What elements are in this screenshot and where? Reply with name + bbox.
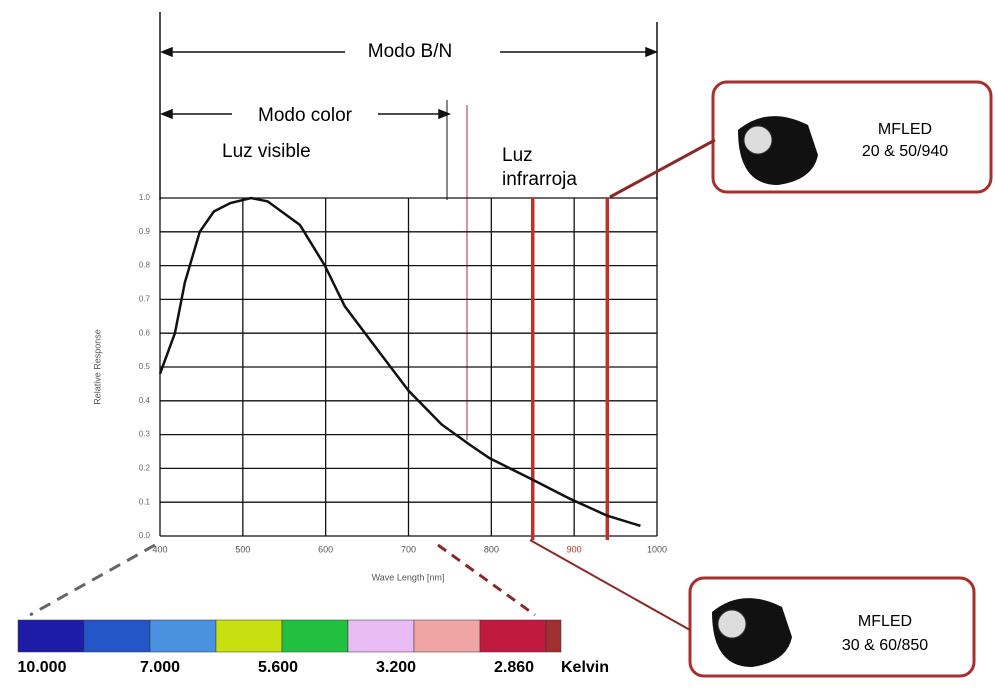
y-tick-label: 0.1: [139, 497, 151, 506]
visible-light: Luz visible: [222, 141, 311, 162]
arrowhead: [645, 46, 659, 58]
bn-mode: Modo B/N: [368, 41, 452, 62]
color-swatch: [413, 619, 481, 653]
infrared-light: Luz: [502, 145, 533, 166]
color-swatch: [215, 619, 283, 653]
x-tick-label: 400: [152, 544, 167, 554]
arrowhead: [159, 108, 173, 120]
kelvin-label: 2.860: [494, 659, 534, 676]
response-curve: [158, 196, 641, 528]
infrared-light: infrarroja: [502, 169, 577, 190]
y-tick-label: 0.0: [139, 531, 151, 540]
y-tick-label: 0.2: [139, 464, 151, 473]
arrowhead: [438, 108, 452, 120]
x-tick-label: 900: [567, 544, 582, 554]
color-swatch: [281, 619, 349, 653]
callout: MFLED 20 & 50/940: [609, 80, 993, 199]
scale-leader: [437, 543, 536, 617]
kelvin-label: 3.200: [376, 659, 416, 676]
y-tick-label: 0.8: [139, 261, 151, 270]
y-tick-label: 0.7: [139, 295, 151, 304]
lamp-lens: [717, 609, 747, 639]
x-tick-label: 600: [318, 544, 333, 554]
lamp-lens: [743, 125, 773, 155]
kelvin-label: 5.600: [258, 659, 298, 676]
y-tick-label: 1.0: [139, 193, 151, 202]
color-swatch: [347, 619, 415, 653]
kelvin-label: 7.000: [140, 659, 180, 676]
callout: MFLED 30 & 60/850: [529, 539, 976, 678]
y-tick-label: 0.4: [139, 396, 151, 405]
kelvin-unit: Kelvin: [561, 659, 609, 676]
color-swatch: [17, 619, 85, 653]
y-axis-label: Relative Response: [92, 329, 102, 405]
color-swatch: [149, 619, 217, 653]
arrowhead: [159, 46, 173, 58]
mode-arrows: [159, 12, 659, 440]
x-tick-label: 1000: [647, 544, 667, 554]
color-swatch: [83, 619, 151, 653]
callout-title: MFLED: [878, 121, 932, 138]
x-tick-label: 500: [235, 544, 250, 554]
color-swatch: [545, 619, 562, 653]
y-tick-label: 0.5: [139, 362, 151, 371]
callout-model: 30 & 60/850: [842, 637, 928, 654]
callout-leader: [529, 539, 691, 631]
scale-leader: [29, 543, 156, 617]
x-tick-label: 700: [401, 544, 416, 554]
callout-model: 20 & 50/940: [862, 143, 948, 160]
callout-title: MFLED: [858, 613, 912, 630]
kelvin-label: 10.000: [18, 659, 67, 676]
y-tick-label: 0.6: [139, 328, 151, 337]
x-axis-label: Wave Length [nm]: [372, 572, 445, 582]
color-swatch: [479, 619, 547, 653]
y-tick-label: 0.3: [139, 430, 151, 439]
color-mode: Modo color: [258, 105, 353, 126]
x-tick-label: 800: [484, 544, 499, 554]
y-tick-label: 0.9: [139, 227, 151, 236]
callout-leader: [609, 138, 716, 199]
